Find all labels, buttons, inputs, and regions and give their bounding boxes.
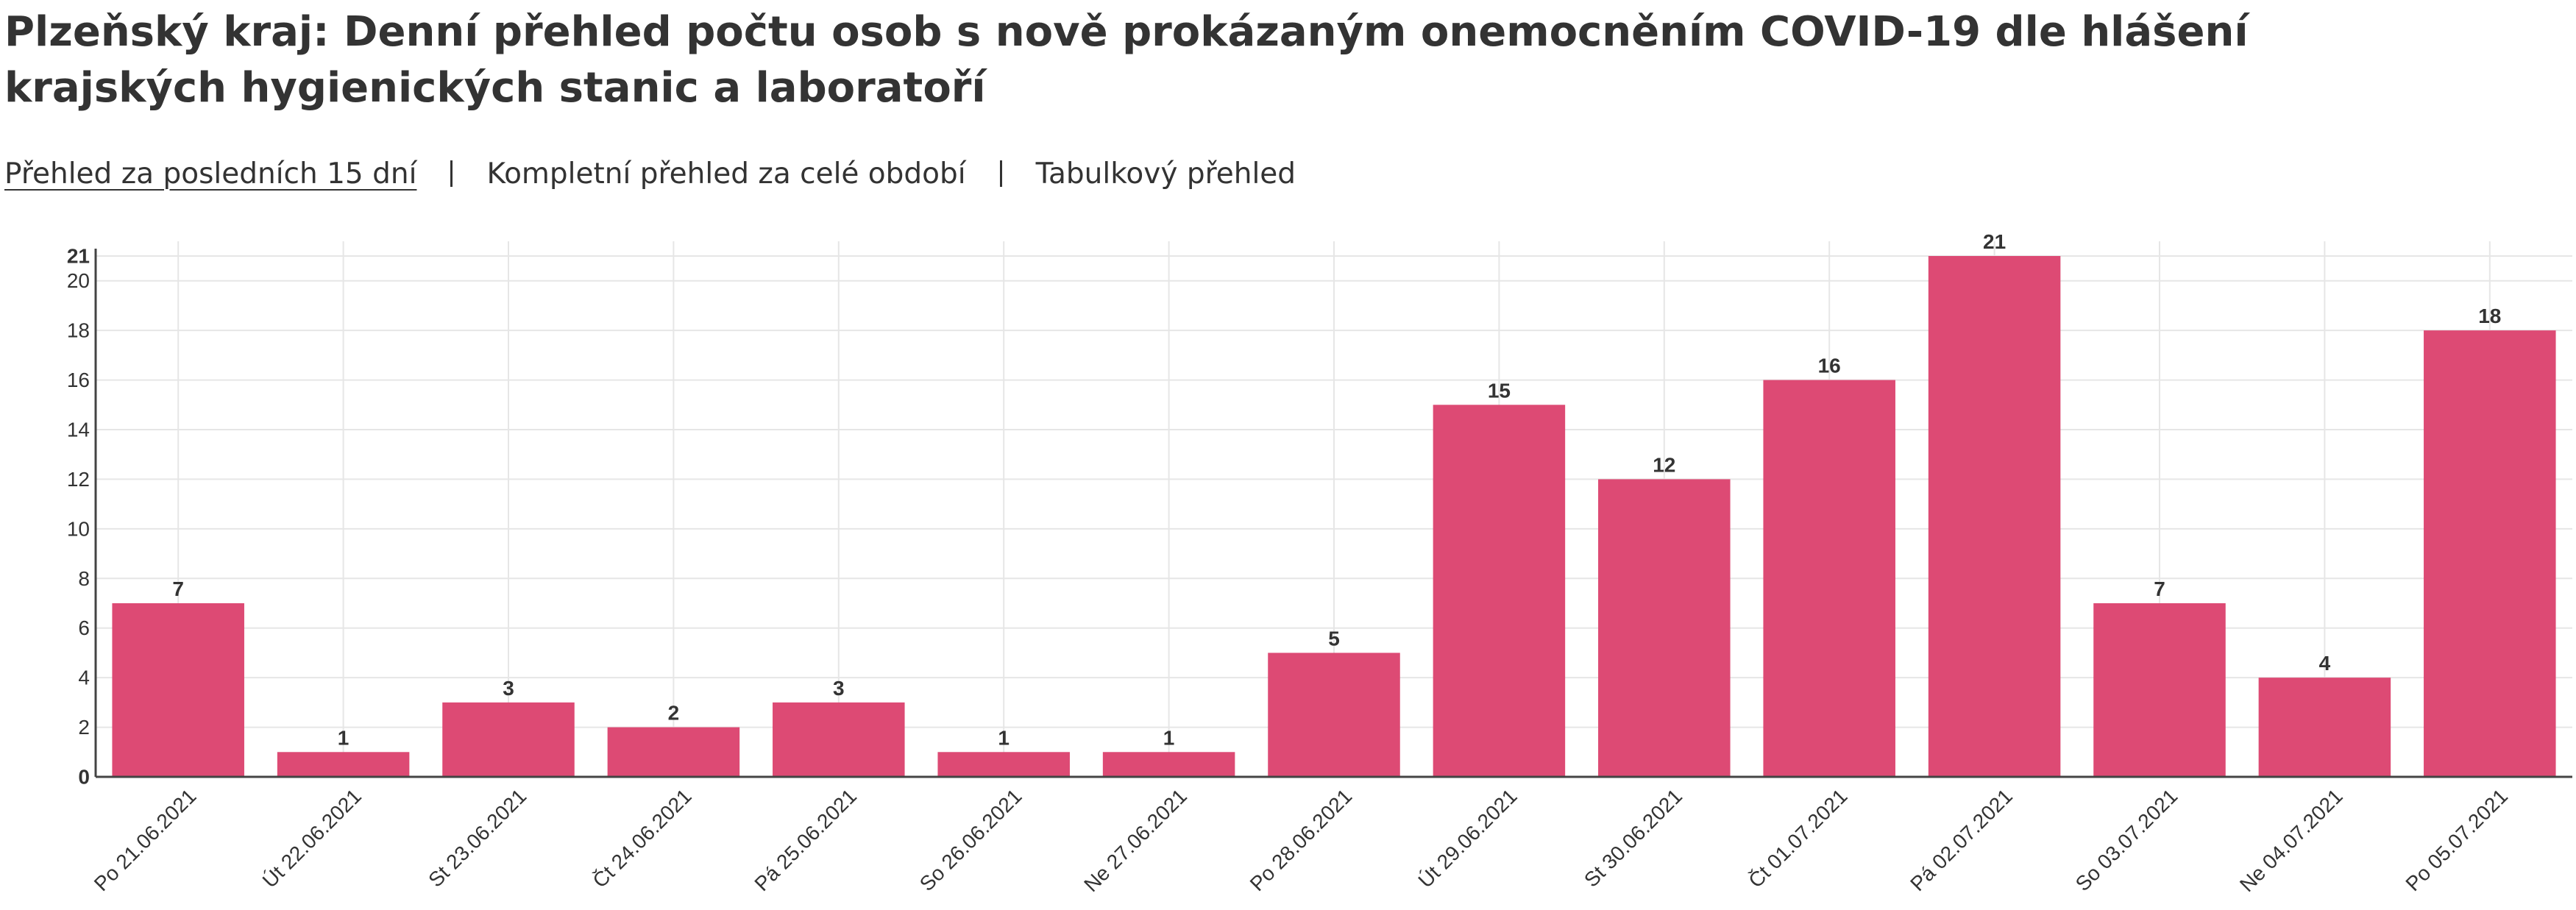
bar (2093, 603, 2226, 777)
x-tick-label: St 30.06.2021 (1580, 784, 1686, 891)
bar (1763, 380, 1895, 777)
x-tick-label: Út 29.06.2021 (1413, 784, 1521, 892)
y-tick-label: 10 (67, 517, 90, 540)
y-tick-label: 16 (67, 369, 90, 391)
bar (277, 752, 410, 777)
data-label: 2 (668, 702, 680, 725)
data-label: 3 (503, 677, 514, 700)
data-label: 7 (172, 577, 184, 600)
x-tick-label: Pá 02.07.2021 (1906, 784, 2017, 895)
bar (607, 727, 740, 777)
x-tick-label: Pá 25.06.2021 (750, 784, 861, 895)
y-tick-label: 20 (67, 269, 90, 292)
data-label: 15 (1488, 379, 1511, 402)
nav-link-last-15-days[interactable]: Přehled za posledních 15 dní (4, 157, 417, 191)
nav-link-full-period[interactable]: Kompletní přehled za celé období (486, 157, 966, 191)
x-axis: Po 21.06.2021 Út 22.06.2021 St 23.06.2021 Č… (90, 775, 2572, 896)
y-tick-label: 18 (67, 319, 90, 342)
bar (1268, 653, 1400, 777)
data-label: 7 (2154, 577, 2165, 600)
x-tick-label: So 03.07.2021 (2071, 784, 2182, 895)
bar (1598, 479, 1731, 777)
data-label: 1 (998, 726, 1010, 749)
data-label: 12 (1653, 453, 1675, 476)
nav-link-table-view[interactable]: Tabulkový přehled (1035, 157, 1296, 191)
x-tick-label: Po 21.06.2021 (90, 784, 201, 895)
x-tick-label: Út 22.06.2021 (258, 784, 366, 892)
nav-separator (999, 160, 1002, 187)
data-label: 1 (1163, 726, 1175, 749)
bar (112, 603, 244, 777)
nav-separator (450, 160, 453, 187)
x-tick-label: Ne 27.06.2021 (1079, 784, 1191, 896)
bar (2424, 330, 2556, 778)
view-switcher-nav: Přehled za posledních 15 dní Kompletní p… (4, 152, 1296, 196)
y-tick-label: 12 (67, 468, 90, 491)
bar (1102, 752, 1235, 777)
data-label: 4 (2319, 652, 2331, 675)
y-tick-label: 2 (78, 716, 90, 739)
y-tick-label: 14 (67, 419, 90, 441)
y-tick-label: 8 (78, 567, 90, 590)
x-tick-label: St 23.06.2021 (424, 784, 531, 891)
bar (1433, 405, 1566, 777)
x-tick-label: Ne 04.07.2021 (2235, 784, 2347, 896)
x-tick-label: Čt 01.07.2021 (1744, 784, 1851, 892)
y-tick-label: 4 (78, 666, 90, 689)
y-tick-label: 6 (78, 616, 90, 639)
data-label: 18 (2478, 305, 2501, 327)
data-label: 5 (1328, 627, 1340, 650)
bar (442, 702, 575, 777)
bar (1928, 256, 2061, 777)
y-tick-label: 21 (67, 245, 90, 268)
x-tick-label: So 26.06.2021 (915, 784, 1026, 895)
x-tick-label: Po 28.06.2021 (1246, 784, 1357, 895)
y-axis: 0 2 4 6 8 10 12 14 16 18 2021 (67, 245, 97, 789)
data-label: 1 (338, 726, 350, 749)
y-tick-label: 0 (78, 766, 90, 789)
data-label: 21 (1983, 230, 2006, 253)
data-label: 16 (1818, 355, 1841, 377)
bar (2258, 678, 2391, 777)
bar (773, 702, 905, 777)
x-tick-label: Po 05.07.2021 (2401, 784, 2512, 895)
bar (937, 752, 1070, 777)
x-tick-label: Čt 24.06.2021 (588, 784, 695, 892)
page-title: Plzeňský kraj: Denní přehled počtu osob … (4, 8, 2249, 112)
chart-bars (112, 256, 2556, 778)
data-label: 3 (833, 677, 845, 700)
